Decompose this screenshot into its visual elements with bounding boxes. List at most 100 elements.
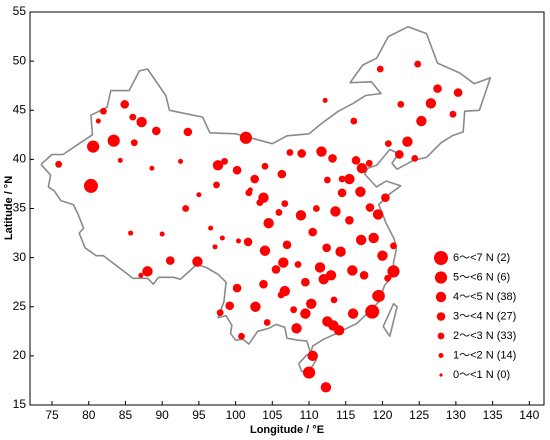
station-point: [323, 176, 331, 184]
station-point: [402, 136, 413, 147]
station-point: [138, 272, 144, 278]
x-tick-label: 115: [336, 408, 355, 422]
x-tick-label: 120: [372, 408, 392, 422]
station-point: [294, 261, 302, 268]
y-axis-label: Latitude / °N: [3, 176, 15, 240]
station-point: [149, 165, 155, 171]
station-point: [359, 271, 369, 280]
station-point: [384, 140, 392, 148]
station-point: [130, 139, 138, 147]
legend-marker: [434, 251, 448, 265]
station-point: [365, 203, 375, 212]
station-point: [368, 232, 379, 244]
station-point: [165, 256, 175, 265]
station-point: [142, 266, 153, 277]
station-point: [277, 291, 285, 299]
plot-frame: [29, 11, 545, 406]
station-point: [328, 154, 337, 163]
legend-marker: [439, 373, 443, 377]
station-point: [372, 290, 383, 302]
legend-label: 5～<6 N (6): [453, 271, 510, 283]
station-point: [259, 279, 268, 289]
station-point: [316, 146, 327, 157]
station-point: [239, 131, 252, 144]
y-tick-label: 50: [13, 53, 27, 67]
station-point: [83, 178, 98, 193]
x-tick-label: 140: [519, 408, 539, 422]
station-point: [301, 277, 310, 287]
station-point: [338, 175, 346, 183]
x-tick-label: 110: [299, 408, 318, 422]
legend-label: 3～<4 N (27): [453, 310, 516, 322]
station-point: [355, 234, 367, 246]
x-tick-label: 135: [483, 408, 503, 422]
station-point: [238, 332, 245, 340]
x-tick-label: 95: [192, 408, 206, 422]
station-point: [212, 244, 218, 250]
station-point: [275, 209, 283, 216]
station-point: [95, 118, 101, 124]
y-tick-label: 15: [13, 397, 27, 411]
station-point: [277, 169, 287, 179]
borders: [40, 25, 492, 373]
border: [40, 25, 492, 354]
x-axis-label: Longitude / °E: [250, 424, 324, 436]
station-point: [414, 60, 422, 68]
station-point: [322, 97, 328, 103]
station-point: [100, 107, 107, 115]
border: [297, 354, 318, 373]
station-point: [250, 174, 259, 184]
station-point: [278, 257, 289, 268]
station-point: [136, 116, 147, 128]
station-point: [232, 165, 242, 175]
station-point: [322, 316, 333, 327]
station-point: [347, 265, 358, 276]
station-point: [213, 181, 220, 189]
y-tick-label: 20: [13, 348, 27, 362]
station-point: [302, 366, 316, 379]
legend-label: 4～<5 N (38): [453, 291, 516, 303]
station-point: [236, 238, 242, 244]
x-tick-label: 130: [446, 408, 466, 422]
legend-label: 0～<1 N (0): [453, 369, 510, 381]
station-point: [281, 200, 289, 207]
station-point: [337, 188, 347, 198]
station-point: [263, 218, 274, 229]
station-point: [159, 231, 165, 237]
station-point: [117, 157, 123, 163]
station-point: [183, 127, 193, 137]
station-point: [221, 157, 228, 165]
station-point: [453, 88, 463, 97]
station-point: [372, 209, 384, 220]
x-tick-label: 125: [409, 408, 429, 422]
station-point: [330, 206, 341, 217]
station-point: [216, 309, 224, 317]
station-point: [212, 160, 224, 171]
station-point: [333, 325, 345, 336]
station-point: [345, 215, 354, 225]
x-tick-label: 85: [119, 408, 133, 422]
x-tick-label: 90: [155, 408, 169, 422]
y-tick-label: 30: [13, 250, 27, 264]
station-point: [325, 270, 337, 281]
station-point: [322, 243, 331, 253]
station-point: [330, 296, 338, 304]
station-point: [87, 140, 100, 153]
station-point: [306, 298, 317, 310]
legend-marker: [436, 312, 446, 321]
station-point: [297, 149, 306, 158]
station-point: [320, 382, 332, 393]
station-point: [263, 319, 271, 326]
station-point: [196, 192, 202, 198]
station-point: [178, 158, 184, 164]
station-point: [312, 205, 320, 212]
station-point: [192, 256, 203, 267]
station-point: [351, 156, 361, 165]
station-point: [286, 149, 294, 156]
station-point: [350, 117, 358, 125]
legend-marker: [434, 271, 448, 284]
station-point: [291, 323, 302, 334]
station-point: [390, 242, 397, 250]
station-point: [261, 162, 269, 170]
